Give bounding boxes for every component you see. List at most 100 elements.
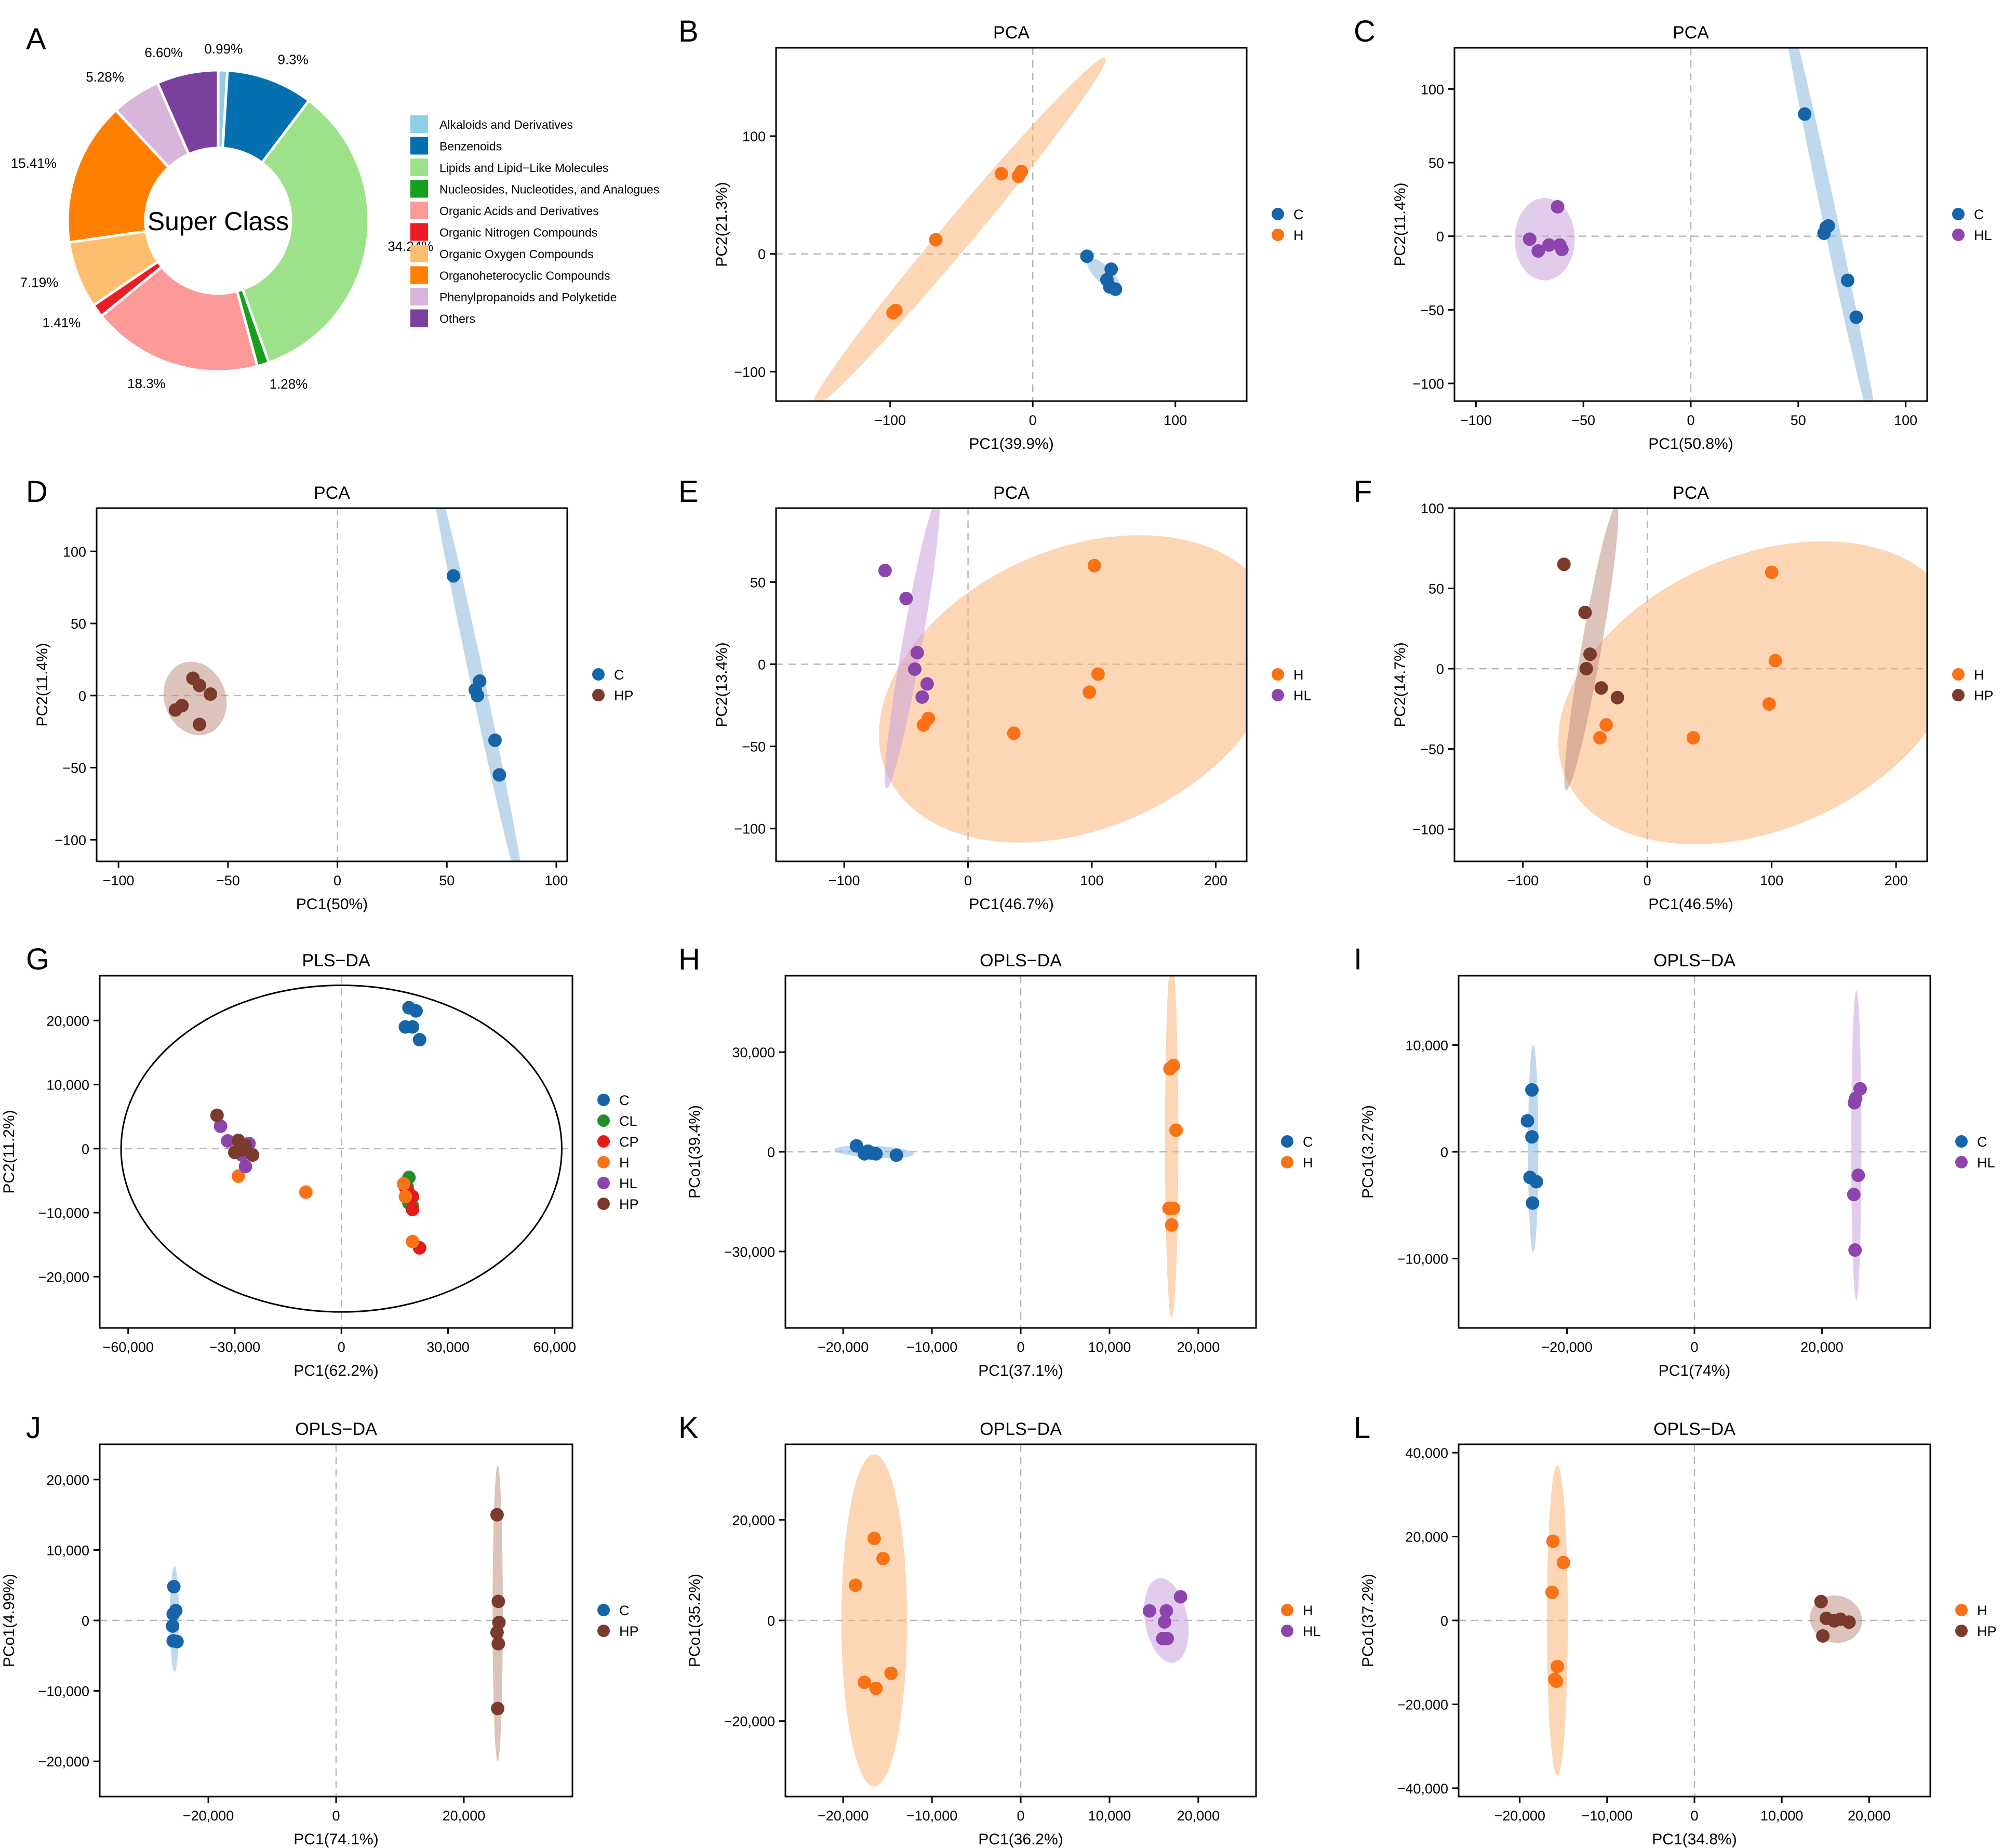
panel-letter-c: C <box>1354 15 1376 48</box>
y-tick-label: −50 <box>742 739 766 755</box>
legend-marker-c <box>597 1604 610 1616</box>
legend-swatch <box>410 115 428 133</box>
data-point-hp <box>1557 557 1571 571</box>
legend-swatch <box>410 266 428 284</box>
y-tick-label: 0 <box>1436 229 1444 245</box>
data-point-h <box>876 1551 890 1565</box>
legend-label: H <box>1293 667 1304 683</box>
x-tick-label: 0 <box>1017 1339 1024 1355</box>
data-point-hl <box>1848 1243 1862 1257</box>
legend-marker-hl <box>1952 229 1965 241</box>
legend-label: HP <box>1977 1624 1997 1639</box>
data-point-hp <box>1583 647 1597 661</box>
data-point-h <box>1550 1674 1564 1689</box>
data-point-c <box>1798 107 1812 121</box>
data-point-h <box>867 1532 881 1546</box>
legend-marker-c <box>1955 1135 1968 1148</box>
panel-letter-j: J <box>26 1411 41 1445</box>
panel-letter-g: G <box>26 942 49 976</box>
y-tick-label: −100 <box>734 364 766 380</box>
legend-label: H <box>1303 1155 1313 1171</box>
legend-label: HL <box>1293 688 1312 703</box>
legend-marker-hp <box>597 1625 610 1637</box>
data-point-h <box>1167 1058 1181 1072</box>
chart-title: PLS−DA <box>302 951 370 970</box>
x-tick-label: 100 <box>1894 413 1917 428</box>
pie-data-label: 5.28% <box>86 69 124 85</box>
y-tick-label: −10,000 <box>38 1205 89 1221</box>
x-tick-label: −10,000 <box>906 1339 957 1355</box>
chart-title: PCA <box>1673 23 1709 43</box>
chart-title: OPLS−DA <box>1653 1419 1735 1439</box>
y-tick-label: 0 <box>758 247 766 262</box>
data-point-hl <box>1847 1188 1861 1202</box>
y-tick-label: 10,000 <box>46 1078 89 1093</box>
data-point-hl <box>1853 1082 1867 1096</box>
x-tick-label: −100 <box>874 413 906 428</box>
legend-marker-h <box>1281 1604 1293 1616</box>
x-tick-label: 50 <box>1791 413 1806 428</box>
panel-e: E PCA −100 0 100 200 −100 −50 0 50 PC1(46.7%) PC2(1… <box>678 475 1312 913</box>
y-tick-label: 10,000 <box>46 1543 89 1558</box>
x-tick-label: −50 <box>216 873 240 888</box>
data-point-h <box>1545 1585 1559 1599</box>
x-tick-label: −100 <box>1460 413 1492 428</box>
panel-letter-b: B <box>678 15 699 48</box>
legend-label: C <box>1974 207 1984 222</box>
legend-label: HP <box>619 1196 639 1212</box>
pie-slice <box>66 108 171 244</box>
data-point-hl <box>1157 1615 1171 1629</box>
data-point-c <box>1525 1083 1539 1097</box>
plot-area <box>97 508 567 861</box>
legend-label: HL <box>1974 228 1992 243</box>
data-point-c <box>409 1004 423 1018</box>
plot-area <box>1454 508 1927 861</box>
legend-marker-h <box>597 1156 610 1168</box>
x-tick-label: 0 <box>338 1339 345 1355</box>
legend-swatch <box>410 245 428 262</box>
data-point-c <box>1821 219 1835 233</box>
y-tick-label: 0 <box>767 1613 775 1629</box>
y-tick-label: −10,000 <box>38 1684 89 1699</box>
pie-slice <box>99 264 259 373</box>
x-axis-label: PC1(36.2%) <box>978 1831 1063 1848</box>
y-tick-label: −50 <box>1420 742 1444 757</box>
data-point-h <box>929 233 943 247</box>
data-point-hp <box>193 717 207 732</box>
y-tick-label: 50 <box>71 616 86 632</box>
chart-title: OPLS−DA <box>1653 951 1735 970</box>
y-tick-label: −30,000 <box>724 1244 775 1260</box>
data-point-hp <box>491 1637 505 1651</box>
legend-label: CL <box>619 1113 637 1129</box>
data-point-h <box>406 1234 420 1248</box>
data-point-hl <box>1531 244 1545 258</box>
legend-marker-hp <box>1952 689 1965 701</box>
y-tick-label: 0 <box>1440 1145 1448 1160</box>
panel-letter-h: H <box>678 942 700 976</box>
data-point-hp <box>490 1508 504 1522</box>
y-tick-label: 20,000 <box>732 1512 775 1528</box>
y-axis-label: PC2(14.7%) <box>1392 642 1409 727</box>
data-point-hp <box>210 1108 224 1122</box>
data-point-h <box>1165 1218 1179 1232</box>
group-ellipse-hl <box>1514 198 1575 281</box>
y-axis-label: PCo1(39.4%) <box>686 1105 703 1199</box>
data-point-c <box>473 674 487 688</box>
legend-label: HP <box>1974 688 1994 703</box>
x-tick-label: 10,000 <box>1088 1808 1131 1824</box>
y-tick-label: 0 <box>78 688 86 704</box>
pie-slice <box>241 99 370 365</box>
x-tick-label: 0 <box>1687 413 1694 428</box>
x-tick-label: 20,000 <box>1177 1808 1220 1824</box>
pie-data-label: 7.19% <box>20 274 59 290</box>
plot-area <box>1454 48 1927 401</box>
data-point-hp <box>1814 1594 1828 1608</box>
legend-marker-cl <box>597 1114 610 1127</box>
legend-label: Organic Acids and Derivatives <box>439 204 599 218</box>
panel-a: A0.99%9.3%34.24%1.28%18.3%1.41%7.19%15.4… <box>11 22 660 392</box>
chart-title: OPLS−DA <box>295 1419 377 1439</box>
data-point-hp <box>1594 681 1608 695</box>
plot-area <box>776 48 1247 401</box>
legend-marker-hp <box>592 689 605 701</box>
x-tick-label: 200 <box>1204 873 1227 888</box>
